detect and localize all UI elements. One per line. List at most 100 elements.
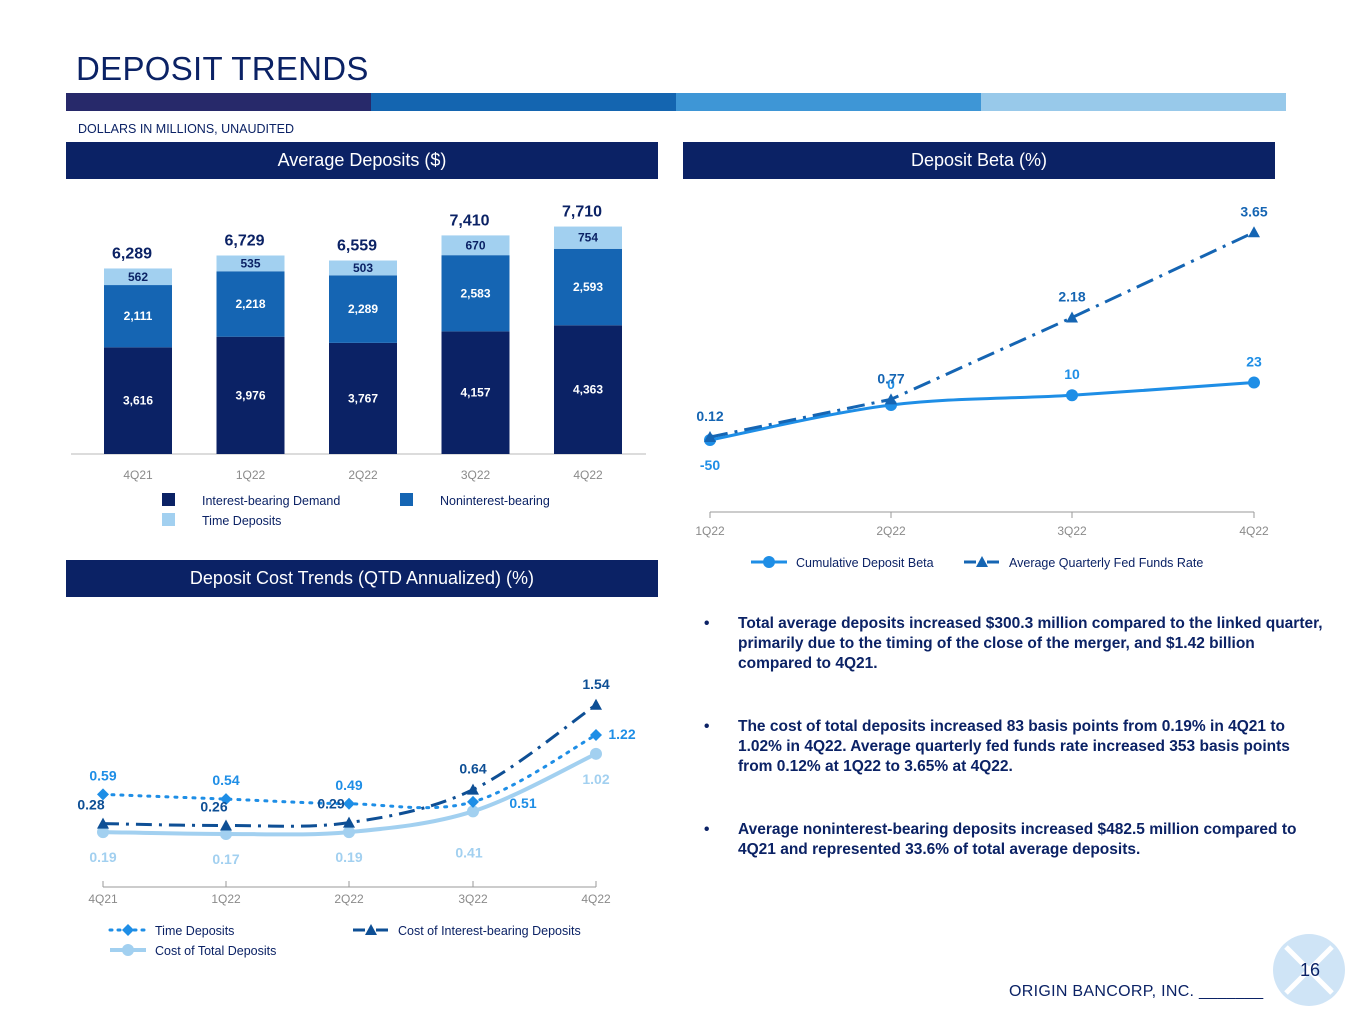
data-label: 10 bbox=[1064, 366, 1080, 382]
bar-segment bbox=[441, 235, 510, 256]
data-point bbox=[467, 795, 479, 808]
bar-data-label: 4,363 bbox=[573, 383, 603, 397]
legend-label: Cost of Total Deposits bbox=[155, 944, 276, 958]
data-point bbox=[343, 816, 355, 828]
bar-segment bbox=[554, 248, 622, 326]
data-label: 0.77 bbox=[877, 370, 904, 386]
summary-bullets: • Total average deposits increased $300.3… bbox=[704, 614, 1324, 903]
x-tick-label: 1Q22 bbox=[211, 892, 241, 906]
bar-data-label: 2,593 bbox=[573, 280, 603, 294]
x-tick-label: 2Q22 bbox=[876, 524, 906, 538]
data-label: -50 bbox=[700, 457, 720, 473]
legend-marker bbox=[122, 944, 134, 956]
data-point bbox=[885, 393, 897, 405]
deposit-cost-header: Deposit Cost Trends (QTD Annualized) (%) bbox=[66, 560, 658, 597]
x-tick-label: 4Q22 bbox=[573, 468, 603, 482]
color-bar-segment bbox=[66, 93, 371, 111]
data-label: 0 bbox=[887, 376, 895, 392]
bar-data-label: 3,767 bbox=[348, 391, 378, 405]
bar-data-label: 2,583 bbox=[460, 286, 490, 300]
deposit-beta-chart: 1Q22 2Q22 3Q22 4Q22 -50 0 10 23 0.12 0.77 2.18 3.65… bbox=[695, 203, 1269, 570]
data-label: 23 bbox=[1246, 353, 1262, 369]
data-label: 0.19 bbox=[335, 849, 362, 865]
color-bar-segment bbox=[981, 93, 1286, 111]
bar-segment bbox=[104, 347, 172, 454]
bar-segment bbox=[329, 260, 397, 276]
bullet-item: • The cost of total deposits increased 83… bbox=[704, 718, 1290, 775]
data-label: 0.41 bbox=[455, 844, 482, 860]
data-point bbox=[220, 793, 232, 806]
legend-marker bbox=[976, 556, 988, 567]
data-point bbox=[220, 827, 232, 840]
bullet-item: • Average noninterest-bearing deposits in… bbox=[704, 821, 1297, 858]
bar-segment bbox=[441, 331, 510, 454]
legend-marker bbox=[365, 924, 377, 935]
page-number: 16 bbox=[1300, 960, 1321, 980]
data-point bbox=[343, 797, 355, 810]
data-label: 1.02 bbox=[582, 771, 609, 787]
avg-deposits-header: Average Deposits ($) bbox=[66, 142, 658, 179]
legend-swatch bbox=[162, 513, 175, 526]
header-color-bar bbox=[66, 93, 1286, 111]
x-tick-label: 1Q22 bbox=[236, 468, 266, 482]
legend-marker bbox=[763, 556, 775, 568]
series-line bbox=[709, 380, 1255, 442]
bar-data-label: 503 bbox=[353, 261, 373, 275]
data-label: 1.54 bbox=[582, 676, 609, 692]
legend-swatch bbox=[162, 493, 175, 506]
data-label: 0.12 bbox=[696, 408, 723, 424]
data-point bbox=[1066, 311, 1078, 323]
bar-data-label: 754 bbox=[578, 231, 598, 245]
footer-company-name: ORIGIN BANCORP, INC. _______ bbox=[1009, 983, 1264, 1000]
bar-data-label: 670 bbox=[465, 238, 485, 252]
bar-data-label: 4,157 bbox=[460, 386, 490, 400]
bar-segment bbox=[104, 268, 172, 286]
legend-label: Cost of Interest-bearing Deposits bbox=[398, 924, 581, 938]
data-point bbox=[97, 788, 109, 801]
legend-marker bbox=[122, 924, 134, 936]
x-tick-label: 4Q21 bbox=[123, 468, 153, 482]
bar-data-label: 562 bbox=[128, 270, 148, 284]
data-label: 0.54 bbox=[212, 772, 239, 788]
x-tick-label: 4Q22 bbox=[1239, 524, 1269, 538]
bar-data-label: 3,616 bbox=[123, 394, 153, 408]
bar-total-label: 6,559 bbox=[337, 238, 377, 255]
legend-label: Time Deposits bbox=[155, 924, 234, 938]
x-tick-label: 2Q22 bbox=[334, 892, 364, 906]
x-tick-label: 4Q21 bbox=[88, 892, 118, 906]
x-tick-label: 1Q22 bbox=[695, 524, 725, 538]
legend-label: Interest-bearing Demand bbox=[202, 494, 340, 508]
bar-segment bbox=[216, 255, 285, 272]
bullet-dot-icon: • bbox=[704, 821, 710, 838]
data-point bbox=[590, 728, 602, 741]
bar-segment bbox=[441, 255, 510, 332]
bar-total-label: 6,729 bbox=[224, 232, 264, 249]
deposit-cost-chart: 4Q21 1Q22 2Q22 3Q22 4Q22 0.59 0.54 0.49 0.51 1.22… bbox=[77, 676, 635, 958]
bar-total-label: 7,410 bbox=[449, 212, 489, 229]
average-deposits-chart: 3,616 2,111 562 6,289 4Q21 3,976 2,218 535 6,729… bbox=[71, 204, 646, 528]
data-point bbox=[1248, 376, 1260, 389]
x-tick-label: 3Q22 bbox=[1057, 524, 1087, 538]
page-title: DEPOSIT TRENDS bbox=[76, 50, 369, 87]
data-point bbox=[467, 805, 479, 818]
bar-data-label: 2,289 bbox=[348, 302, 378, 316]
data-point bbox=[97, 826, 109, 839]
bar-segment bbox=[104, 285, 172, 348]
data-label: 0.26 bbox=[200, 798, 227, 814]
data-point bbox=[590, 747, 602, 760]
data-label: 0.49 bbox=[335, 777, 362, 793]
data-label: 0.19 bbox=[89, 849, 116, 865]
bullet-item: • Total average deposits increased $300.3… bbox=[704, 615, 1323, 672]
bullet-dot-icon: • bbox=[704, 718, 710, 735]
bar-total-label: 7,710 bbox=[562, 204, 602, 221]
data-point bbox=[467, 783, 479, 795]
bar-total-label: 6,289 bbox=[112, 245, 152, 262]
data-point bbox=[1248, 226, 1260, 238]
data-point bbox=[704, 431, 716, 443]
data-label: 0.64 bbox=[459, 761, 486, 777]
data-label: 1.22 bbox=[608, 726, 635, 742]
data-point bbox=[343, 826, 355, 839]
legend-label: Cumulative Deposit Beta bbox=[796, 556, 934, 570]
data-label: 3.65 bbox=[1240, 203, 1267, 219]
data-label: 0.17 bbox=[212, 851, 239, 867]
